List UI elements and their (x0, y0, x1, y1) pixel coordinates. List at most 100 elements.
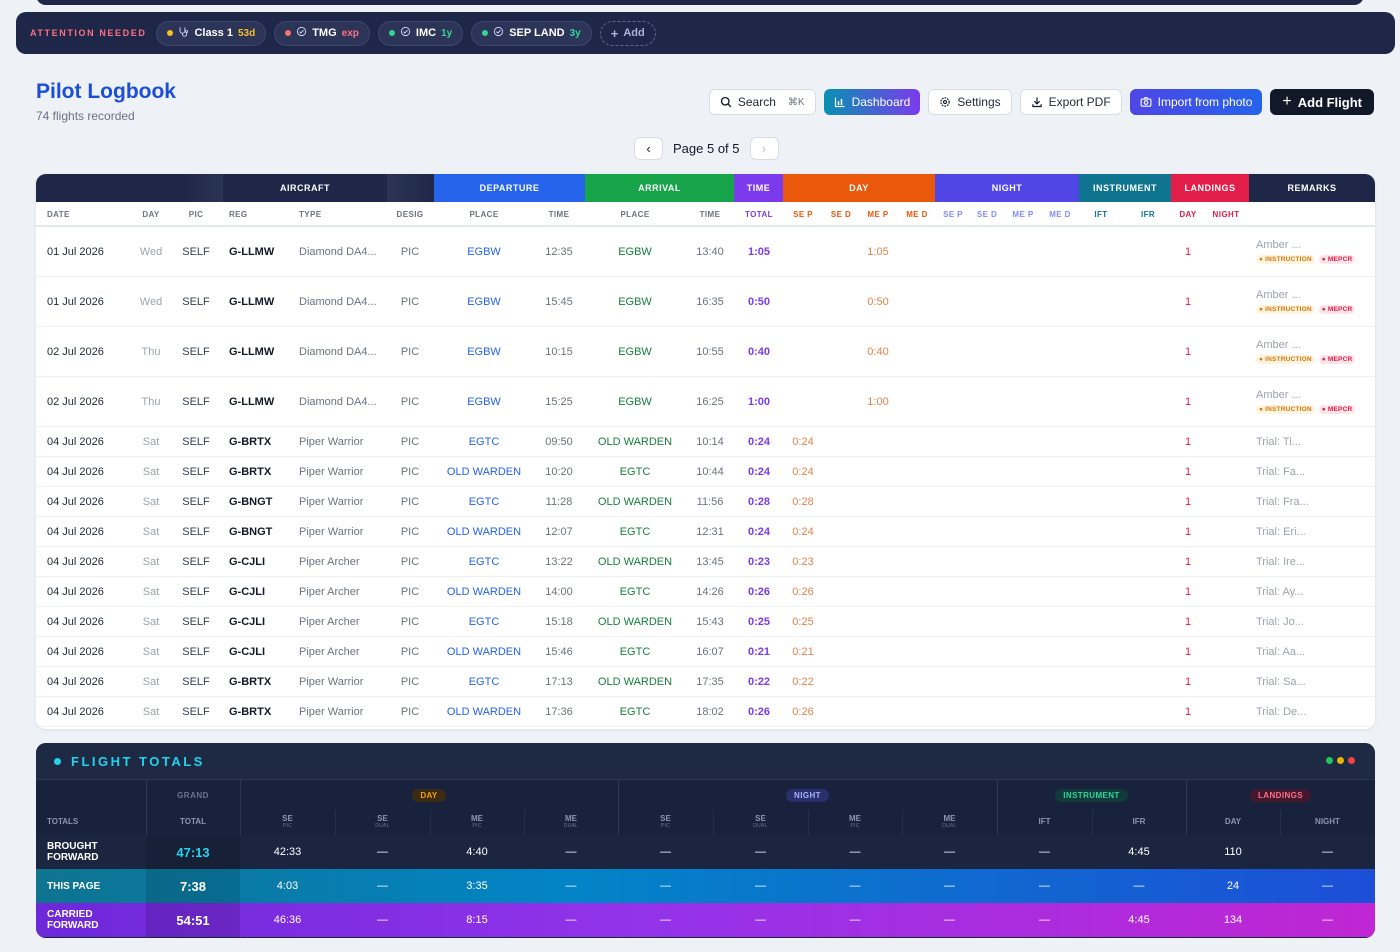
column-header[interactable] (1256, 202, 1366, 227)
column-header[interactable]: DATE (47, 210, 70, 219)
column-header[interactable]: DAY (142, 210, 160, 219)
column-header[interactable]: REG (229, 210, 248, 219)
cell-dep: EGBW (467, 295, 501, 308)
chevron-right-icon: › (761, 141, 767, 156)
cell-reg: G-LLMW (229, 345, 275, 358)
table-row[interactable]: 01 Jul 2026 Wed SELF G-LLMW Diamond DA4... PI… (36, 277, 1375, 327)
group-pill: INSTRUMENT (1055, 788, 1128, 802)
table-row[interactable]: 04 Jul 2026 Sat SELF G-BNGT Piper Warrior PIC… (36, 487, 1375, 517)
cell-arr-time: 10:44 (696, 465, 724, 478)
totals-value: — (660, 914, 671, 926)
export-pdf-button[interactable]: Export PDF (1019, 89, 1122, 115)
column-header[interactable]: TYPE (299, 210, 322, 219)
table-row[interactable]: 04 Jul 2026 Sat SELF G-BNGT Piper Warrior PIC… (36, 517, 1375, 547)
column-header[interactable]: IFT (1094, 210, 1108, 219)
table-row[interactable]: 04 Jul 2026 Sat SELF G-BRTX Piper Warrior PIC… (36, 697, 1375, 727)
subheader-main: ME (943, 814, 956, 824)
add-currency-button[interactable]: + Add (599, 20, 656, 46)
column-header[interactable]: DESIG (396, 210, 424, 219)
chip-label: TMG (312, 27, 337, 39)
camera-icon (1140, 97, 1152, 107)
column-header[interactable]: ME D (1049, 210, 1071, 219)
subheader-sub: DUAL (942, 823, 957, 830)
column-header[interactable]: ME D (906, 210, 928, 219)
cell-sep: 0:23 (792, 555, 814, 568)
column-header[interactable]: SE D (976, 210, 998, 219)
cell-sep: 0:22 (792, 675, 814, 688)
column-header[interactable]: SE P (943, 210, 963, 219)
cell-dep-time: 15:18 (545, 615, 573, 628)
table-row[interactable]: 04 Jul 2026 Sat SELF G-BRTX Piper Warrior PIC… (36, 667, 1375, 697)
column-header[interactable]: ME P (867, 210, 889, 219)
totals-row: BROUGHT FORWARD 47:13 42:33 — 4:40 — — — — — — 4:45… (36, 835, 1375, 869)
totals-value: — (755, 846, 766, 858)
column-header[interactable]: IFR (1140, 210, 1156, 219)
subheader-sub: DUAL (563, 823, 579, 830)
table-row[interactable]: 04 Jul 2026 Sat SELF G-CJLI Piper Archer PIC O… (36, 577, 1375, 607)
divider (335, 810, 336, 835)
column-header[interactable]: PLACE (620, 210, 650, 219)
totals-row-label: THIS PAGE (47, 880, 101, 892)
column-header[interactable]: TIME (699, 210, 721, 219)
cell-dep-time: 17:13 (545, 675, 573, 688)
cell-arr-time: 16:25 (696, 395, 724, 408)
cell-pic: SELF (182, 395, 210, 408)
divider (713, 810, 714, 835)
search-button[interactable]: Search ⌘K (708, 89, 816, 115)
cell-dep: OLD WARDEN (446, 705, 522, 718)
column-header[interactable]: DAY (1179, 210, 1197, 219)
cell-type: Diamond DA4... (299, 345, 377, 358)
table-row[interactable]: 04 Jul 2026 Sat SELF G-CJLI Piper Archer PIC E… (36, 547, 1375, 577)
table-row[interactable]: 04 Jul 2026 Sat SELF G-BRTX Piper Warrior PIC… (36, 457, 1375, 487)
subheader-main: DAY (1224, 817, 1242, 827)
totals-row-label: BROUGHT FORWARD (47, 841, 99, 863)
column-header[interactable]: PIC (188, 210, 204, 219)
group-header: REMARKS (1249, 174, 1375, 202)
table-row[interactable]: 02 Jul 2026 Thu SELF G-LLMW Diamond DA4... PI… (36, 377, 1375, 427)
cell-total: 0:26 (747, 705, 771, 718)
cell-remarks: Trial: Jo... (1256, 607, 1366, 636)
search-icon (720, 96, 732, 108)
dashboard-button[interactable]: Dashboard (823, 89, 921, 115)
prev-page-button[interactable]: ‹ (634, 137, 663, 160)
table-row[interactable]: 02 Jul 2026 Thu SELF G-LLMW Diamond DA4... PI… (36, 327, 1375, 377)
table-row[interactable]: 04 Jul 2026 Sat SELF G-CJLI Piper Archer PIC E… (36, 607, 1375, 637)
column-header[interactable]: TIME (548, 210, 570, 219)
pagination: ‹ Page 5 of 5 › (634, 137, 779, 160)
totals-subheader: DAY (1186, 810, 1280, 835)
import-photo-button[interactable]: Import from photo (1129, 89, 1263, 115)
add-flight-button[interactable]: + Add Flight (1270, 89, 1374, 115)
cell-mep: 0:40 (867, 345, 889, 358)
cell-ldg-day: 1 (1184, 645, 1192, 658)
tag-badge: ● INSTRUCTION (1256, 255, 1315, 264)
column-header[interactable]: ME P (1012, 210, 1034, 219)
table-row[interactable]: 01 Jul 2026 Wed SELF G-LLMW Diamond DA4... PI… (36, 227, 1375, 277)
next-page-button[interactable]: › (749, 137, 779, 160)
currency-chip[interactable]: TMG exp (274, 20, 370, 46)
currency-chip[interactable]: IMC 1y (377, 20, 464, 46)
column-header[interactable]: TOTAL (745, 210, 773, 219)
column-header[interactable]: NIGHT (1212, 210, 1240, 219)
column-header[interactable]: SE P (793, 210, 813, 219)
table-row[interactable]: 04 Jul 2026 Sat SELF G-BRTX Piper Warrior PIC… (36, 427, 1375, 457)
cell-arr: OLD WARDEN (597, 615, 673, 628)
table-row[interactable]: 04 Jul 2026 Sat SELF G-CJLI Piper Archer PIC O… (36, 637, 1375, 667)
remarks-text: Amber ... (1256, 339, 1301, 351)
group-header-row: AIRCRAFT DEPARTURE ARRIVAL TIME DAY NIGHT INST… (36, 174, 1375, 202)
currency-chip[interactable]: Class 1 53d (156, 20, 267, 46)
cell-day: Sat (142, 675, 160, 688)
cell-type: Piper Archer (299, 645, 360, 658)
subheader-main: ME (849, 814, 861, 824)
stethoscope-icon (178, 26, 189, 40)
cell-arr: EGTC (619, 645, 651, 658)
cell-remarks: Trial: Ay... (1256, 577, 1366, 606)
cell-arr: EGTC (619, 585, 651, 598)
cell-day: Sat (142, 615, 160, 628)
cell-sep: 0:24 (792, 435, 814, 448)
column-header[interactable]: PLACE (469, 210, 499, 219)
column-header[interactable]: SE D (830, 210, 852, 219)
currency-chip[interactable]: SEP LAND 3y (471, 20, 592, 46)
cell-dep-time: 10:15 (545, 345, 573, 358)
cell-desig: PIC (400, 645, 420, 658)
settings-button[interactable]: Settings (928, 89, 1012, 115)
